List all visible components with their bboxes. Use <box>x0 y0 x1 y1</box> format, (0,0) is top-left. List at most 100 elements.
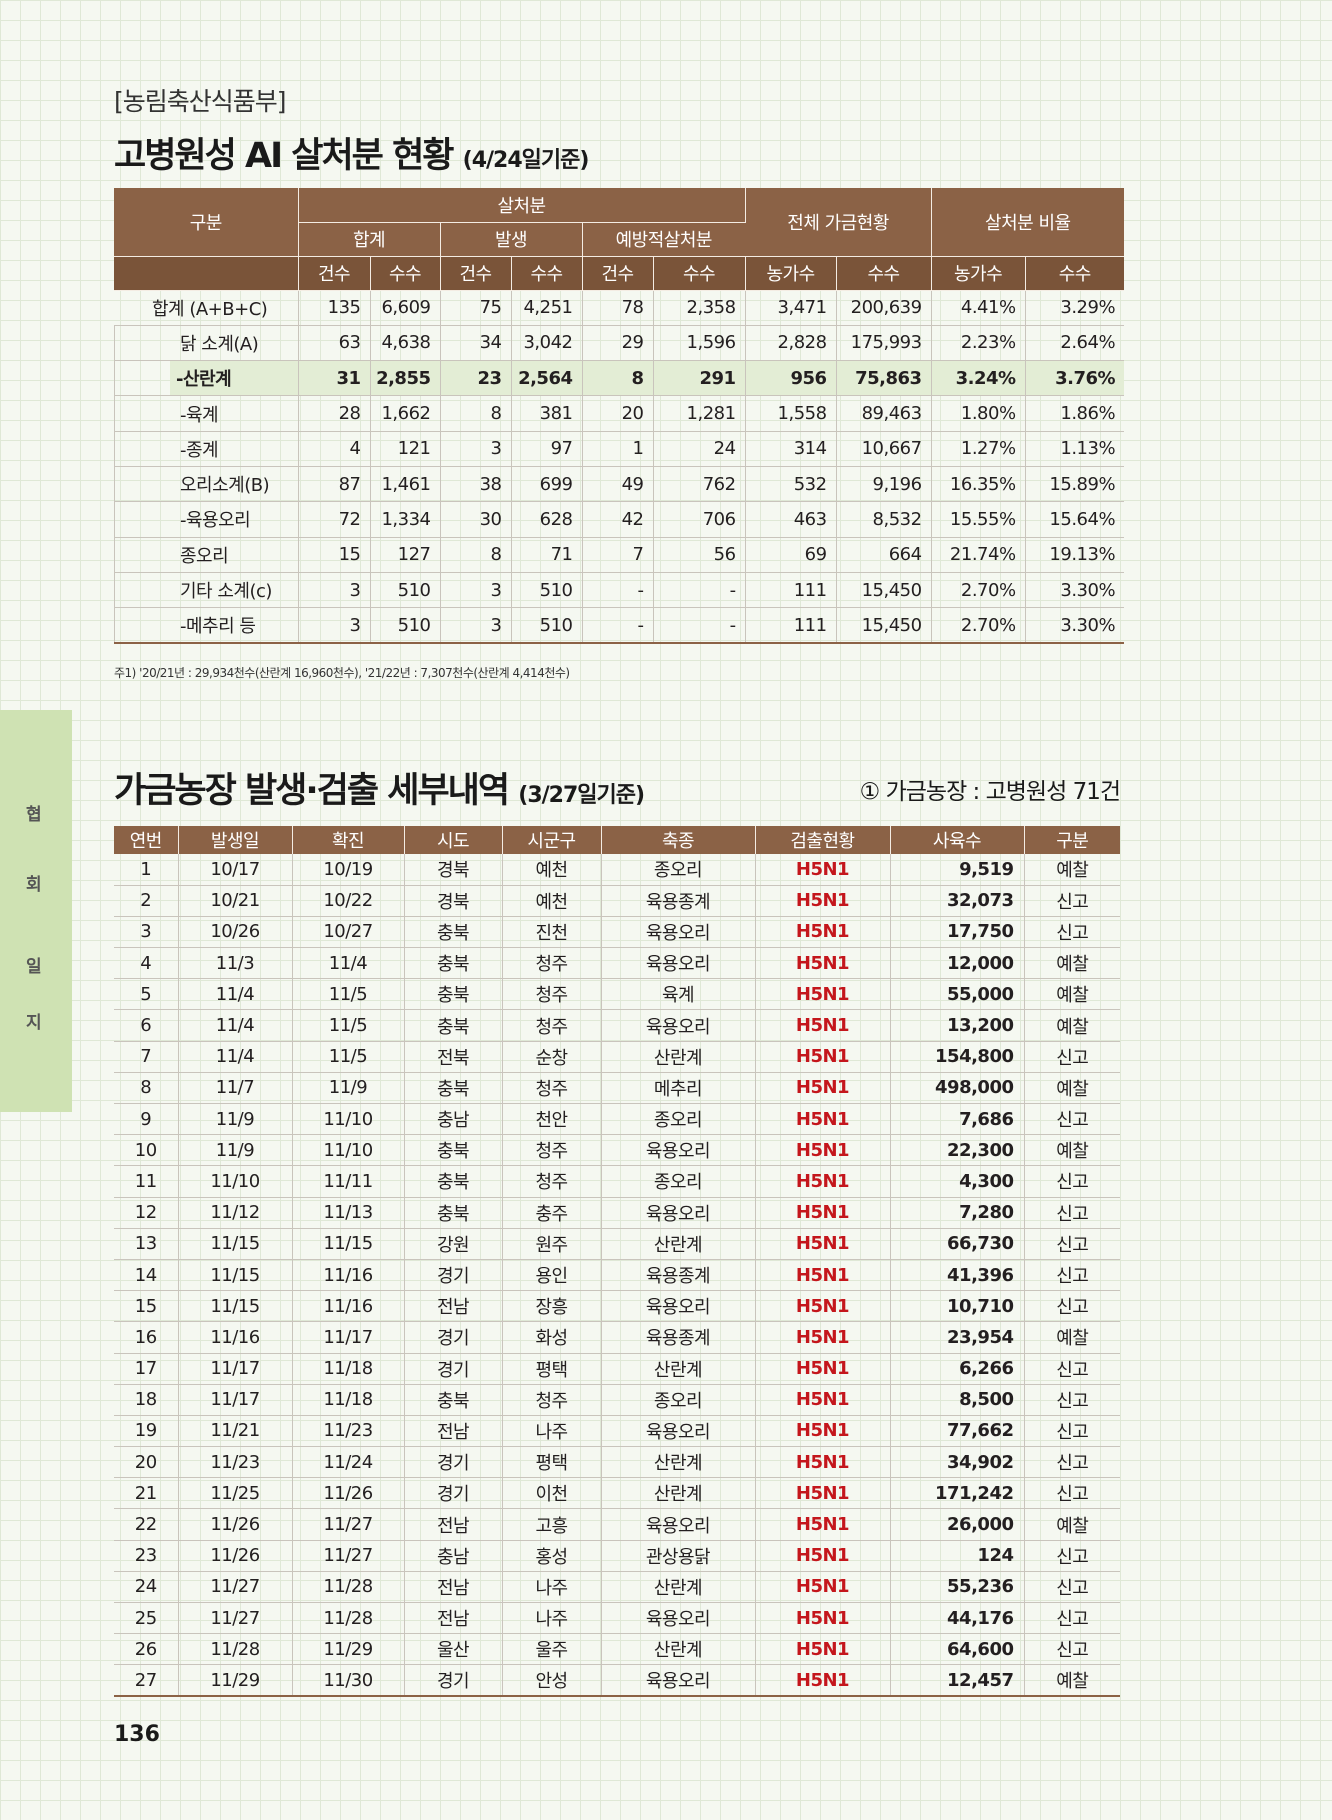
province: 경기 <box>404 1259 503 1292</box>
confirm-date: 11/16 <box>292 1259 405 1292</box>
confirm-date: 11/26 <box>292 1477 405 1510</box>
occurrence-date: 11/23 <box>178 1446 293 1479</box>
cell-value: 121 <box>370 431 441 467</box>
cell-value: 16.35% <box>931 466 1026 503</box>
occurrence-date: 11/17 <box>178 1353 293 1385</box>
species: 산란계 <box>601 1041 756 1073</box>
cell-value: 75,863 <box>836 360 932 397</box>
report-type: 신고 <box>1024 1384 1120 1416</box>
table-row: 11 11/10 11/11 충북 청주 종오리 H5N1 4,300 신고 <box>114 1165 1120 1198</box>
detection-status: H5N1 <box>755 1540 891 1572</box>
cell-value: 56 <box>653 537 746 573</box>
serial-no: 25 <box>114 1602 179 1635</box>
province: 충북 <box>404 978 503 1011</box>
species: 종오리 <box>601 1103 756 1136</box>
report-type: 신고 <box>1024 1571 1120 1604</box>
district: 나주 <box>502 1602 602 1635</box>
detection-status: H5N1 <box>755 1134 891 1167</box>
province: 전남 <box>404 1508 503 1541</box>
column-header: 구분 <box>1024 826 1120 854</box>
report-type: 신고 <box>1024 1540 1120 1572</box>
cell-value: - <box>582 607 654 644</box>
district: 나주 <box>502 1571 602 1604</box>
cull-status-date: (4/24일기준) <box>462 148 590 173</box>
detection-status: H5N1 <box>755 1633 891 1666</box>
row-label: 합계 (A+B+C) <box>114 290 299 326</box>
species: 육용종계 <box>601 1259 756 1292</box>
cell-value: 72 <box>298 501 371 538</box>
confirm-date: 11/23 <box>292 1415 405 1448</box>
header-cull-ratio: 살처분 비율 <box>931 188 1125 257</box>
report-type: 신고 <box>1024 1415 1120 1448</box>
occurrence-date: 11/21 <box>178 1415 293 1448</box>
cell-value: 28 <box>298 395 371 432</box>
head-count: 12,000 <box>890 947 1025 980</box>
column-header: 시도 <box>404 826 503 854</box>
row-label: -종계 <box>114 431 299 467</box>
occurrence-date: 11/26 <box>178 1540 293 1572</box>
row-label: -메추리 등 <box>114 607 299 644</box>
table-row: 23 11/26 11/27 충남 홍성 관상용닭 H5N1 124 신고 <box>114 1540 1120 1572</box>
cell-value: 532 <box>745 466 837 503</box>
cell-value: 2,855 <box>370 360 441 397</box>
confirm-date: 11/5 <box>292 1009 405 1042</box>
serial-no: 10 <box>114 1134 179 1167</box>
table-row: 22 11/26 11/27 전남 고흥 육용오리 H5N1 26,000 예찰 <box>114 1508 1120 1541</box>
detection-status: H5N1 <box>755 1508 891 1541</box>
province: 경북 <box>404 854 503 886</box>
report-type: 신고 <box>1024 1041 1120 1073</box>
cell-value: 664 <box>836 537 932 573</box>
cell-value: 3 <box>298 607 371 644</box>
cell-value: 381 <box>511 395 583 432</box>
species: 육용오리 <box>601 1664 756 1698</box>
province: 충북 <box>404 1009 503 1042</box>
head-count: 8,500 <box>890 1384 1025 1416</box>
cell-value: 2,358 <box>653 290 746 326</box>
header-category: 구분 <box>114 188 299 257</box>
province: 울산 <box>404 1633 503 1666</box>
confirm-date: 11/13 <box>292 1197 405 1229</box>
confirm-date: 11/29 <box>292 1633 405 1666</box>
province: 충북 <box>404 1134 503 1167</box>
detection-status: H5N1 <box>755 1321 891 1354</box>
detection-status: H5N1 <box>755 1415 891 1448</box>
cell-value: 7 <box>582 537 654 573</box>
farm-count: ① 가금농장 : 고병원성 71건 <box>859 779 1121 805</box>
district: 청주 <box>502 1384 602 1416</box>
confirm-date: 10/22 <box>292 885 405 917</box>
province: 경기 <box>404 1446 503 1479</box>
district: 이천 <box>502 1477 602 1510</box>
occurrence-date: 11/17 <box>178 1384 293 1416</box>
detection-status: H5N1 <box>755 1353 891 1385</box>
detection-status: H5N1 <box>755 916 891 949</box>
cull-table-row: -육계 28 1,662 8 381 20 1,281 1,558 89,463 1.80% 1.8… <box>114 395 1125 432</box>
table-row: 13 11/15 11/15 강원 원주 산란계 H5N1 66,730 신고 <box>114 1228 1120 1260</box>
head-count: 12,457 <box>890 1664 1025 1698</box>
head-count: 55,000 <box>890 978 1025 1011</box>
report-type: 예찰 <box>1024 1009 1120 1042</box>
table-row: 4 11/3 11/4 충북 청주 육용오리 H5N1 12,000 예찰 <box>114 947 1120 980</box>
detection-status: H5N1 <box>755 1072 891 1105</box>
detection-status: H5N1 <box>755 1290 891 1323</box>
detection-status: H5N1 <box>755 1259 891 1292</box>
occurrence-date: 11/15 <box>178 1290 293 1323</box>
table-row: 1 10/17 10/19 경북 예천 종오리 H5N1 9,519 예찰 <box>114 854 1120 886</box>
head-count: 17,750 <box>890 916 1025 949</box>
report-type: 신고 <box>1024 1103 1120 1136</box>
confirm-date: 11/4 <box>292 947 405 980</box>
cell-value: 30 <box>440 501 512 538</box>
cell-value: 8 <box>582 360 654 397</box>
cell-value: 23 <box>440 360 512 397</box>
row-label: 닭 소계(A) <box>114 325 299 362</box>
detection-status: H5N1 <box>755 1477 891 1510</box>
cell-value: 3.29% <box>1025 290 1125 326</box>
occurrence-date: 11/16 <box>178 1321 293 1354</box>
cell-value: 510 <box>370 572 441 609</box>
province: 전남 <box>404 1602 503 1635</box>
species: 산란계 <box>601 1571 756 1604</box>
confirm-date: 11/10 <box>292 1103 405 1136</box>
header-cases: 건수 <box>298 256 371 291</box>
district: 청주 <box>502 1009 602 1042</box>
cell-value: 1.27% <box>931 431 1026 467</box>
occurrence-date: 10/21 <box>178 885 293 917</box>
